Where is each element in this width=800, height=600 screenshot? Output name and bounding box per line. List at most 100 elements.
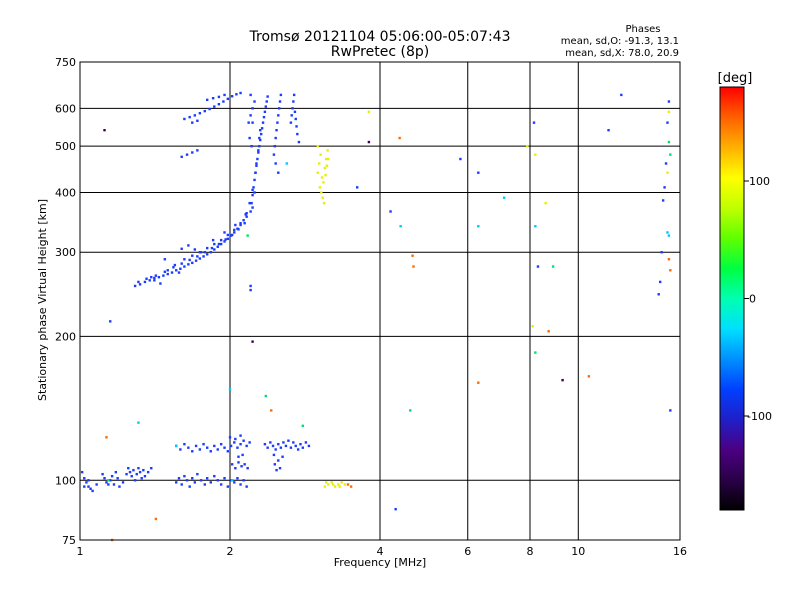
data-point — [669, 409, 672, 412]
y-tick-label: 600 — [55, 102, 76, 115]
y-tick-label: 100 — [55, 474, 76, 487]
data-point — [279, 446, 283, 449]
data-point — [459, 157, 462, 161]
plot-frame — [79, 61, 681, 541]
data-point — [135, 472, 138, 476]
x-axis-label: Frequency [MHz] — [334, 556, 426, 569]
data-point — [274, 136, 277, 140]
data-point — [534, 351, 537, 354]
data-point — [477, 381, 480, 384]
data-point — [202, 255, 205, 258]
data-point — [333, 485, 337, 488]
data-point — [133, 479, 137, 482]
data-point — [110, 474, 114, 478]
data-point — [172, 266, 175, 269]
data-point — [198, 251, 202, 254]
data-point — [223, 446, 226, 449]
data-point — [258, 144, 261, 148]
data-point — [216, 448, 219, 451]
data-point — [175, 481, 178, 484]
data-point — [277, 459, 280, 462]
data-point — [321, 196, 324, 199]
data-point — [239, 222, 242, 225]
data-point — [273, 463, 276, 466]
data-point — [183, 442, 186, 446]
data-point — [137, 421, 140, 424]
data-point — [239, 223, 242, 227]
data-point — [109, 320, 112, 323]
data-point — [234, 223, 237, 227]
data-point — [230, 479, 234, 482]
data-point — [138, 283, 142, 286]
data-point — [561, 378, 564, 382]
data-point — [222, 100, 225, 103]
data-point — [224, 238, 227, 241]
y-axis-label: Stationary phase Virtual Height [km] — [36, 199, 49, 401]
data-point — [183, 117, 186, 121]
data-point — [289, 446, 293, 449]
data-point — [367, 140, 371, 144]
data-point — [244, 213, 247, 216]
x-tick-label: 1 — [77, 545, 84, 558]
data-point — [411, 254, 414, 257]
data-point — [287, 439, 290, 442]
data-point — [213, 444, 216, 448]
data-point — [323, 485, 327, 488]
data-point — [177, 477, 181, 480]
data-point — [205, 98, 209, 102]
data-point — [209, 481, 212, 484]
data-point — [247, 121, 250, 124]
data-point — [245, 444, 248, 448]
data-point — [299, 442, 302, 446]
data-point — [211, 96, 215, 100]
data-point — [253, 178, 256, 182]
x-tick-label: 2 — [227, 545, 234, 558]
data-point — [660, 251, 663, 254]
data-point — [154, 517, 158, 521]
data-point — [249, 284, 252, 288]
data-point — [319, 153, 322, 156]
data-point — [284, 444, 288, 448]
data-point — [661, 199, 665, 202]
data-point — [534, 225, 537, 228]
data-point — [233, 228, 236, 232]
data-point — [208, 107, 211, 111]
data-point — [264, 394, 268, 398]
data-point — [274, 448, 277, 451]
data-point — [183, 265, 186, 268]
data-point — [252, 186, 255, 189]
data-point — [666, 171, 669, 174]
x-tick-label: 8 — [527, 545, 534, 558]
data-point — [343, 483, 347, 486]
data-point — [193, 248, 197, 251]
data-point — [477, 171, 480, 174]
data-point — [203, 483, 206, 486]
data-point — [331, 483, 335, 486]
data-point — [243, 222, 246, 225]
data-point — [394, 507, 397, 511]
data-point — [587, 375, 591, 378]
data-point — [187, 446, 190, 449]
data-point — [105, 481, 108, 484]
data-point — [389, 210, 392, 213]
data-point — [275, 128, 278, 132]
data-point — [87, 485, 90, 488]
data-point — [87, 479, 90, 482]
data-point — [237, 461, 240, 464]
data-point — [185, 479, 189, 482]
data-point — [236, 446, 239, 449]
data-point — [191, 254, 194, 257]
data-point — [316, 171, 319, 174]
data-point — [246, 234, 249, 237]
data-point — [194, 444, 198, 448]
data-point — [536, 265, 540, 268]
data-point — [226, 450, 230, 453]
data-point — [180, 483, 183, 486]
data-point — [251, 107, 254, 110]
data-point — [251, 188, 254, 192]
y-tick-label: 300 — [55, 246, 76, 259]
data-point — [196, 255, 199, 258]
data-point — [291, 107, 294, 110]
data-point — [223, 477, 226, 480]
data-point — [228, 388, 232, 391]
